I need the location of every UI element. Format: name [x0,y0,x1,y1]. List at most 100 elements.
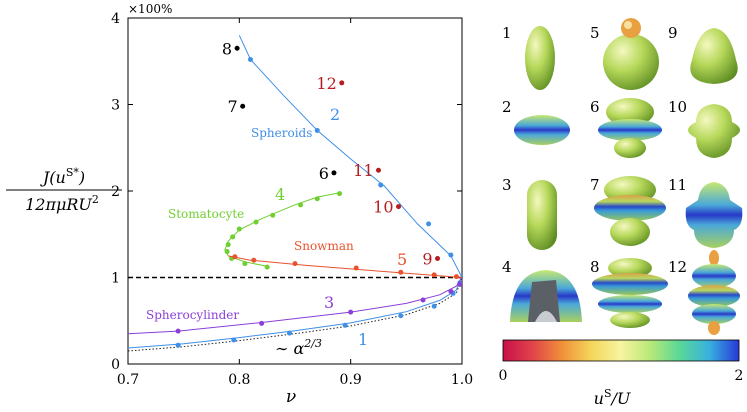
data-point-snowman [453,274,459,280]
data-point-stomatocyte [270,212,276,218]
shape-label-10: 10 [373,198,393,217]
shape-point-10 [396,204,402,210]
y-label-den: 12πμRU [25,195,92,214]
series-label-spherocylinder: Spherocylinder [146,308,239,322]
series-number-snowman: 5 [397,250,407,269]
shape-point-11 [376,167,381,173]
x-axis-ticks: 0.7 0.8 0.9 1.0 [117,18,473,388]
shape-point-9 [435,255,441,261]
thumbnail-6: 6 [590,98,662,158]
svg-text:3: 3 [502,176,512,194]
data-point-snowman [232,254,238,260]
series-label-spheroids: Spheroids [251,126,312,140]
shape-label-7: 7 [227,97,237,116]
shape-point-8 [234,45,240,51]
plot-area [128,35,462,352]
data-point-snowman [398,269,404,275]
shape-point-12 [339,80,345,86]
plot-labels: Spheroids 2 1 Spherocylinder 3 Stomatocyte 4 Sn… [146,39,433,349]
series-line-spherocylinder [128,277,462,335]
y-label-num: J(u [40,168,66,187]
thumbnail-11: 11 [668,176,743,248]
y-label-num-close: ) [78,168,85,187]
colorbar [502,339,740,362]
colorbar-max-label: 2 [735,368,744,384]
x-tick-label: 1.0 [451,372,473,388]
svg-text:8: 8 [590,258,600,276]
thumbnail-1: 1 [502,24,555,90]
y-tick-label: 2 [111,184,120,200]
y-tick-label: 1 [111,271,120,287]
thumbnail-5: 5 [590,18,659,90]
data-point-spheroid-asymptote [175,342,181,348]
data-point-stomatocyte [314,196,320,202]
data-point-spheroid-asymptote [286,330,292,336]
data-point-stomatocyte [224,249,230,255]
data-point-stomatocyte [253,219,259,225]
x-tick-label: 0.7 [117,372,139,388]
data-point-spherocylinder [457,281,462,287]
data-point-stomatocyte [230,234,236,240]
thumbnail-12: 12 [668,250,740,335]
data-point-spheroids [247,57,253,63]
svg-text:10: 10 [668,98,687,116]
data-point-spheroid-asymptote [431,303,437,309]
data-point-spherocylinder [259,320,265,326]
x-tick-label: 0.9 [340,372,362,388]
series-line-snowman [228,255,462,278]
shape-label-6: 6 [319,164,329,183]
thumbnail-3: 3 [502,176,557,250]
thumbnail-8: 8 [590,258,668,328]
data-point-spheroids [314,127,320,133]
x-tick-label: 0.8 [228,372,250,388]
shape-label-11: 11 [353,161,373,180]
y-multiplier: ×100% [128,2,172,16]
colorbar-title-base: u [594,389,604,408]
data-point-spheroids [448,252,454,258]
data-point-spheroid-asymptote [398,313,404,319]
shape-point-6 [331,170,337,176]
colorbar-title-sup: S [604,387,612,400]
y-label-num-sup: S* [66,166,80,179]
thumbnail-4: 4 [502,258,582,322]
svg-text:7: 7 [590,176,600,194]
data-point-spherocylinder [420,297,426,303]
svg-text:1: 1 [502,24,512,42]
svg-text:5: 5 [590,24,600,42]
thumbnail-2: 2 [502,98,570,145]
thumbnail-7: 7 [590,176,666,246]
y-tick-label: 0 [111,357,120,373]
data-point-snowman [431,272,437,278]
shape-thumbnails: 1 2 3 4 5 6 7 [502,18,743,335]
svg-text:6: 6 [590,98,600,116]
data-point-spherocylinder [348,309,354,315]
svg-text:J(uS*): J(uS*) [40,166,85,187]
colorbar-title-tail: /U [609,389,630,408]
data-point-stomatocyte [242,261,248,267]
asymptote-label: ∼ α2/3 [275,337,322,358]
data-point-stomatocyte [225,242,231,248]
y-tick-label: 4 [111,11,120,27]
data-point-snowman [353,265,359,271]
thumbnail-10: 10 [668,98,740,158]
series-line-spheroids [238,35,462,278]
series-number-stomatocyte: 4 [275,185,285,204]
data-point-stomatocyte [337,191,343,197]
shape-label-12: 12 [316,74,336,93]
series-line-spheroid-asymptote-dotted [128,277,462,352]
thumbnail-9: 9 [668,24,738,84]
data-point-spheroids [378,182,384,188]
data-point-spheroids [426,221,432,227]
svg-text:11: 11 [668,176,687,194]
data-point-spherocylinder [448,288,454,294]
data-point-snowman [251,257,257,263]
svg-text:2: 2 [502,98,512,116]
y-tick-label: 3 [111,98,120,114]
data-point-stomatocyte [298,202,304,208]
asymptote-base: ∼ α [275,339,304,358]
series-number-asymptote: 1 [358,330,368,349]
series-label-snowman: Snowman [294,239,354,253]
svg-text:9: 9 [668,24,678,42]
asymptote-exponent: 2/3 [303,337,322,350]
